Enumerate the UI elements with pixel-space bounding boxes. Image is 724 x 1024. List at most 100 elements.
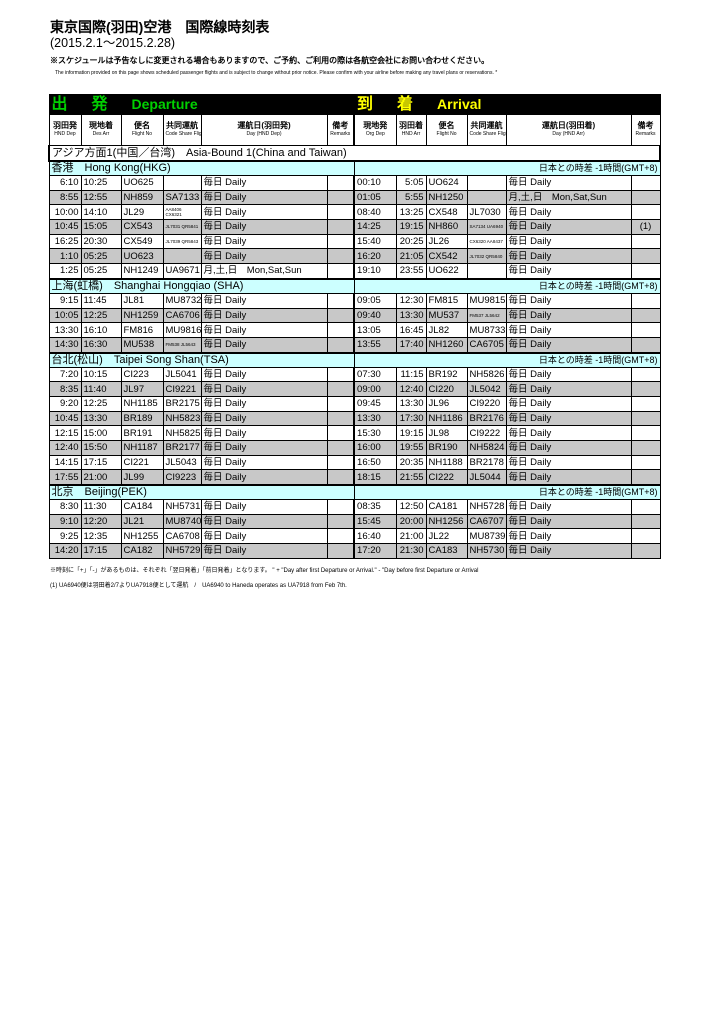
dep-codeshare-cell: CA6706 [162,307,202,324]
arr-remarks-cell [630,410,661,427]
arr-flight-no-cell: CX542 [425,248,468,265]
arr-codeshare-cell: JL5044 [466,469,507,486]
arr-remarks-cell [630,543,661,559]
arr-day-cell: 毎日 Daily [505,307,632,324]
region-row: アジア方面1(中国／台湾) Asia-Bound 1(China and Tai… [47,145,662,162]
dep-hnd-dep-cell: 10:45 [48,410,82,427]
notice-japanese: ※スケジュールは予告なしに変更される場合もありますので、ご予約、ご利用の際は各航… [50,56,490,65]
dep-remarks-cell [326,307,355,324]
arr-hnd-arr-cell: 21:00 [395,528,427,545]
column-label-jp: 羽田発 [53,121,77,130]
section-header: 台北(松山) Taipei Song Shan(TSA) 日本との時差 -1時間(… [48,351,661,368]
dep-des-arr-cell: 13:30 [80,410,122,427]
arr-day-cell: 毎日 Daily [505,175,632,191]
arr-codeshare-cell: BR2176 [466,410,507,427]
flight-row: 10:45 13:30 BR189 NH5823 毎日 Daily 13:30 17:30 N… [48,410,661,427]
dep-hnd-dep-cell: 10:45 [48,219,82,235]
dep-day-cell: 毎日 Daily [200,425,328,441]
arr-flight-no-cell: CA181 [425,499,468,515]
arr-hnd-arr-cell: 21:05 [395,248,427,265]
column-label-jp: 運航日(羽田発) [237,121,291,130]
arr-flight-no-cell: JL82 [425,322,468,338]
arr-flight-no-cell: UO622 [425,263,468,280]
arr-remarks-cell [630,513,661,530]
dep-codeshare-cell: CI9223 [162,469,202,486]
arr-flight-no-cell: BR190 [425,440,468,456]
dep-des-arr-cell: 12:25 [80,395,122,412]
arr-day-cell: 毎日 Daily [505,233,632,250]
arr-codeshare-cell: CA6707 [466,513,507,530]
dep-des-arr-cell: 16:10 [80,322,122,338]
dep-flight-no-cell: NH1249 [120,263,164,280]
dep-day-cell: 毎日 Daily [200,454,328,471]
dep-codeshare-cell: JL7031 QR5841 [162,219,202,235]
dep-day-cell: 毎日 Daily [200,322,328,338]
dep-remarks-cell [326,366,355,383]
timetable: 出発 Departure 到着 Arrival 羽田発 HND Dep 現地着 Des A… [47,94,662,559]
dep-des-arr-cell: 21:00 [80,469,122,486]
departure-column-header: 現地着 Des Arr [80,114,122,146]
arr-hnd-arr-cell: 20:35 [395,454,427,471]
arr-codeshare-cell [466,175,507,191]
dep-day-cell: 毎日 Daily [200,469,328,486]
dep-des-arr-cell: 20:30 [80,233,122,250]
dep-hnd-dep-cell: 16:25 [48,233,82,250]
dep-flight-no-cell: CX549 [120,233,164,250]
departure-column-header: 便名 Flight No [120,114,164,146]
column-label-jp: 現地発 [363,121,388,130]
dep-remarks-cell [326,395,355,412]
arrival-header: 到 着 Arrival [353,94,661,115]
dep-remarks-cell [326,410,355,427]
arr-flight-no-cell: NH1250 [425,189,468,206]
dep-codeshare-cell: MU8740 [162,513,202,530]
dep-remarks-cell [326,513,355,530]
section-timezone: 日本との時差 -1時間(GMT+8) [353,484,661,501]
dep-hnd-dep-cell: 13:30 [48,322,82,338]
arr-codeshare-cell: CA6705 [466,336,507,354]
dep-hnd-dep-cell: 12:15 [48,425,82,441]
flight-row: 8:35 11:40 JL97 CI9221 毎日 Daily 09:00 12:40 CI2… [48,381,661,397]
arr-org-dep-cell: 08:35 [353,499,397,515]
dep-codeshare-cell: MU9816 [162,322,202,338]
arr-flight-no-cell: CA183 [425,543,468,559]
arr-remarks-cell [630,307,661,324]
arr-hnd-arr-cell: 11:15 [395,366,427,383]
departure-kanji-2: 発 [91,96,108,113]
dep-des-arr-cell: 12:35 [80,528,122,545]
column-label-en: Des Arr [92,131,110,137]
dep-flight-no-cell: CA184 [120,499,164,515]
arr-org-dep-cell: 09:40 [353,307,397,324]
arr-remarks-cell [630,189,661,206]
dep-codeshare-cell: NH5731 [162,499,202,515]
dep-flight-no-cell: NH1187 [120,440,164,456]
column-label-jp: 運航日(羽田着) [541,121,596,130]
arr-org-dep-cell: 19:10 [353,263,397,280]
dep-remarks-cell [326,248,355,265]
dep-des-arr-cell: 14:10 [80,204,122,221]
dep-des-arr-cell: 12:25 [80,307,122,324]
arr-org-dep-cell: 13:05 [353,322,397,338]
dep-day-cell: 毎日 Daily [200,366,328,383]
arr-flight-no-cell: NH1260 [425,336,468,354]
dep-remarks-cell [326,189,355,206]
section-timezone: 日本との時差 -1時間(GMT+8) [353,277,661,294]
flight-row: 10:00 14:10 JL29 AA8406 CX6321 毎日 Daily 08:40… [48,204,661,221]
dep-hnd-dep-cell: 14:15 [48,454,82,471]
dep-des-arr-cell: 17:15 [80,543,122,559]
arr-day-cell: 毎日 Daily [505,513,632,530]
column-label-jp: 共同運航 [470,121,503,130]
arr-remarks-cell [630,469,661,486]
arr-remarks-cell [630,263,661,280]
dep-hnd-dep-cell: 10:00 [48,204,82,221]
arr-codeshare-cell: SA7134 UA6940 [466,219,507,235]
dep-flight-no-cell: NH1185 [120,395,164,412]
arr-flight-no-cell: JL98 [425,425,468,441]
arr-org-dep-cell: 16:50 [353,454,397,471]
section-header: 香港 Hong Kong(HKG) 日本との時差 -1時間(GMT+8) [48,160,661,176]
dep-day-cell: 毎日 Daily [200,528,328,545]
arr-codeshare-cell: MU9815 [466,292,507,309]
arr-org-dep-cell: 18:15 [353,469,397,486]
arr-hnd-arr-cell: 19:55 [395,440,427,456]
dep-flight-no-cell: BR189 [120,410,164,427]
